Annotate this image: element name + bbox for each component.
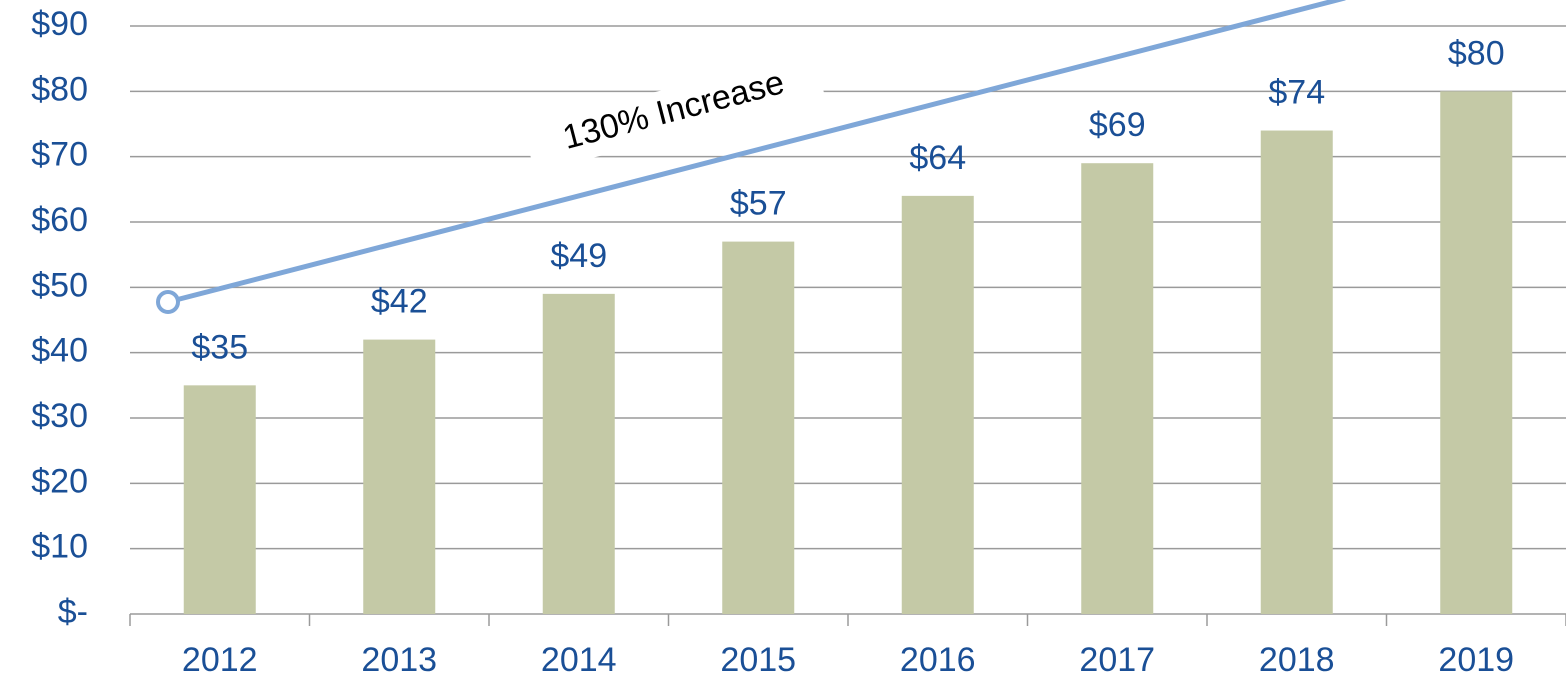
x-tick-label: 2018 xyxy=(1259,641,1335,679)
x-tick-label: 2013 xyxy=(361,641,437,679)
data-label: $57 xyxy=(730,185,787,223)
y-tick-label: $40 xyxy=(31,332,88,370)
data-label: $64 xyxy=(909,139,966,177)
x-tick-label: 2019 xyxy=(1438,641,1514,679)
bar xyxy=(1440,91,1513,615)
bar xyxy=(363,339,436,614)
y-tick-label: $80 xyxy=(31,70,88,108)
bar xyxy=(901,195,974,614)
bar xyxy=(183,385,256,614)
y-tick-label: $70 xyxy=(31,136,88,174)
bar xyxy=(1260,130,1333,615)
y-tick-label: $20 xyxy=(31,462,88,500)
x-tick-label: 2016 xyxy=(900,641,976,679)
bar xyxy=(542,293,615,614)
data-label: $35 xyxy=(191,328,248,366)
y-tick-label: $90 xyxy=(31,5,88,43)
y-tick-label: $30 xyxy=(31,397,88,435)
x-tick-label: 2017 xyxy=(1079,641,1155,679)
x-tick-label: 2014 xyxy=(541,641,617,679)
x-tick-label: 2012 xyxy=(182,641,258,679)
trend-start xyxy=(156,290,180,314)
y-tick-label: $50 xyxy=(31,266,88,304)
bars xyxy=(183,91,1513,615)
y-tick-label: $60 xyxy=(31,201,88,239)
y-tick-label: $- xyxy=(58,593,88,631)
data-label: $42 xyxy=(371,283,428,321)
bar xyxy=(1081,163,1154,614)
data-label: $80 xyxy=(1448,34,1505,72)
annotation-group: 130% Increase xyxy=(522,51,826,173)
annotation-background xyxy=(522,51,826,173)
trend-arrow xyxy=(167,0,1346,305)
y-tick-label: $10 xyxy=(31,528,88,566)
grid xyxy=(129,25,1566,626)
data-label: $69 xyxy=(1089,106,1146,144)
x-tick-label: 2015 xyxy=(720,641,796,679)
data-label: $74 xyxy=(1268,74,1325,112)
data-label: $49 xyxy=(550,237,607,275)
bar xyxy=(722,241,795,614)
